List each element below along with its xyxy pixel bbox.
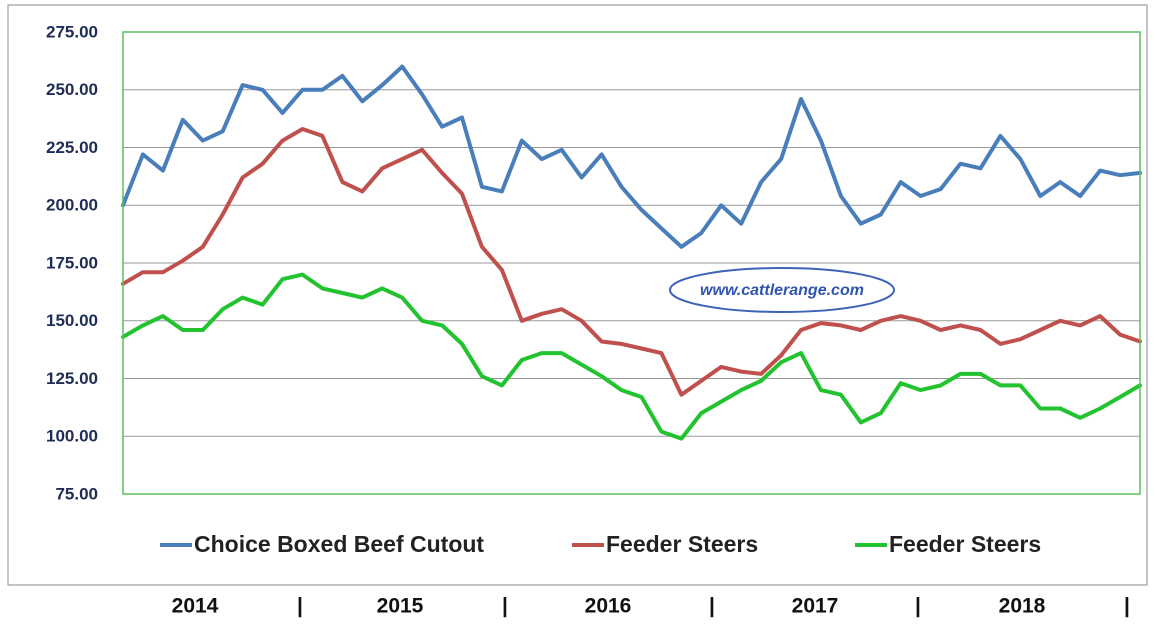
series-line [121, 272, 1142, 441]
legend-label: Choice Boxed Beef Cutout [194, 531, 484, 557]
year-label: | [1124, 595, 1130, 618]
y-tick-label: 100.00 [46, 427, 98, 446]
y-tick-label: 275.00 [46, 22, 98, 41]
watermark-ellipse [669, 267, 895, 313]
y-tick-label: 175.00 [46, 253, 98, 272]
y-tick-label: 150.00 [46, 311, 98, 330]
year-label: 2015 [377, 595, 424, 618]
series-line [121, 64, 1142, 249]
lines [121, 64, 1142, 441]
year-label: 2014 [172, 595, 219, 618]
y-tick-label: 250.00 [46, 80, 98, 99]
year-label: | [709, 595, 715, 618]
y-tick-label: 125.00 [46, 369, 98, 388]
series-line [121, 127, 1142, 397]
plot-border [122, 31, 1141, 495]
year-label: 2016 [585, 595, 632, 618]
year-label: | [502, 595, 508, 618]
year-label: | [915, 595, 921, 618]
legend-label: Feeder Steers [606, 531, 758, 557]
chart-frame [7, 4, 1148, 586]
y-tick-label: 200.00 [46, 196, 98, 215]
legend-label: Feeder Steers [889, 531, 1041, 557]
watermark: www.cattlerange.com [700, 282, 864, 299]
year-label: 2017 [792, 595, 839, 618]
y-tick-label: 225.00 [46, 138, 98, 157]
year-label: | [297, 595, 303, 618]
y-tick-label: 75.00 [55, 484, 98, 503]
year-label: 2018 [999, 595, 1046, 618]
